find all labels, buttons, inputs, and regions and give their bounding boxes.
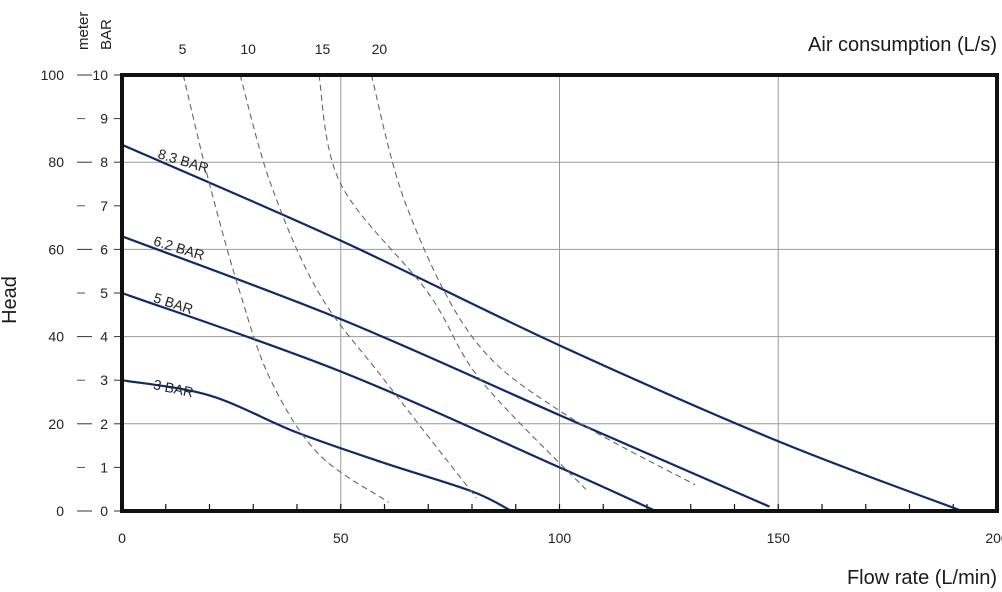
x-tick-label: 100 <box>548 530 572 546</box>
x-tick-label: 150 <box>767 530 791 546</box>
air-consumption-label: 20 <box>372 41 388 57</box>
pressure-curve-5-bar <box>121 291 657 513</box>
top-axis-title: Air consumption (L/s) <box>808 34 997 56</box>
pressure-curve-label: 3 BAR <box>152 376 195 400</box>
y-tick-label-bar: 7 <box>100 198 108 214</box>
y-tick-label-bar: 8 <box>100 154 108 170</box>
x-tick-label: 0 <box>118 530 126 546</box>
air-curve-5 <box>182 74 390 503</box>
pressure-curve-6-2-bar <box>121 235 770 508</box>
pressure-curve-8-3-bar <box>121 143 963 513</box>
y-tick-label-meter: 20 <box>48 416 64 432</box>
air-consumption-label: 10 <box>240 41 256 57</box>
x-tick-label: 50 <box>333 530 349 546</box>
axis-ticks: 0 50 100 150 200 0 20 40 60 80 100 0 1 2 3 4 5 6 7 8 9 10 <box>41 67 1002 546</box>
y-tick-label-bar: 5 <box>100 285 108 301</box>
y-tick-label-bar: 2 <box>100 416 108 432</box>
pressure-curve-label: 5 BAR <box>152 289 195 317</box>
y-tick-label-bar: 10 <box>92 67 108 83</box>
air-consumption-label: 15 <box>315 41 331 57</box>
series-layer <box>121 74 963 513</box>
y-tick-label-meter: 100 <box>41 67 65 83</box>
x-tick-label: 200 <box>985 530 1002 546</box>
y-tick-label-meter: 0 <box>56 503 64 519</box>
x-axis-title: Flow rate (L/min) <box>847 567 997 589</box>
air-curve-10 <box>239 74 477 499</box>
y-tick-label-bar: 1 <box>100 459 108 475</box>
y-tick-label-bar: 6 <box>100 241 108 257</box>
air-consumption-label: 5 <box>179 41 187 57</box>
y-tick-label-bar: 3 <box>100 372 108 388</box>
y-axis-unit-meter: meter <box>75 12 92 50</box>
y-tick-label-bar: 4 <box>100 329 108 345</box>
y-tick-label-bar: 0 <box>100 503 108 519</box>
grid <box>122 75 997 511</box>
air-curve-15 <box>318 74 587 490</box>
y-tick-label-meter: 60 <box>48 241 64 257</box>
y-tick-label-meter: 40 <box>48 329 64 345</box>
y-axis-unit-bar: BAR <box>98 19 115 50</box>
y-tick-label-meter: 80 <box>48 154 64 170</box>
y-tick-label-bar: 9 <box>100 111 108 127</box>
pressure-curve-3-bar <box>121 379 512 512</box>
air-curve-20 <box>370 74 696 486</box>
y-axis-title: Head <box>0 276 21 324</box>
plot-frame <box>120 73 999 513</box>
